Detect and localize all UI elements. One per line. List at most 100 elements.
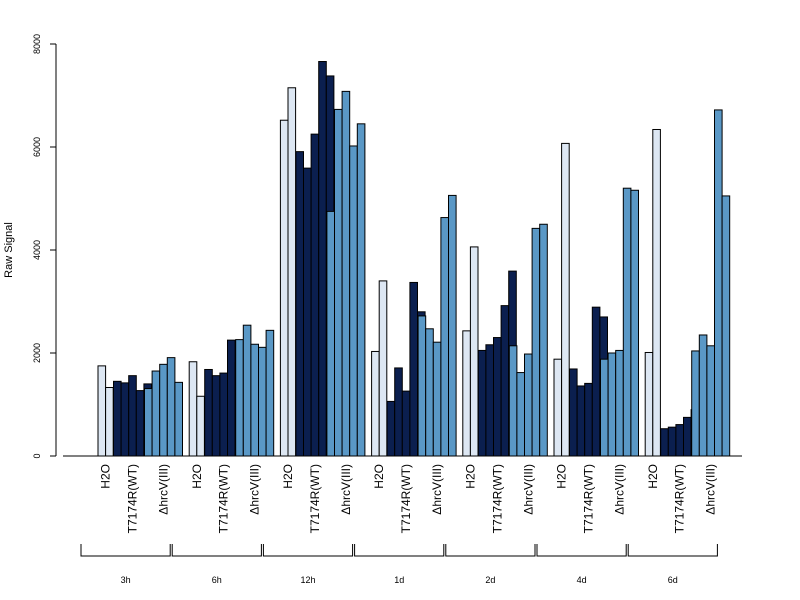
condition-label: T7174R(WT) [673,464,687,533]
bar [174,381,183,457]
bar [409,281,418,457]
bar [622,187,632,457]
bar [553,358,563,457]
bar [401,390,411,457]
bar [310,133,320,457]
bar [349,145,358,457]
condition-label: ΔhrcV(III) [704,464,718,515]
bar [341,90,351,457]
bar [539,223,548,457]
time-label: 6d [668,575,678,585]
bar [242,324,252,457]
bar [576,385,586,457]
bar [97,365,107,457]
condition-label: T7174R(WT) [399,464,413,533]
bar [219,372,228,457]
bar [432,341,442,457]
bar [318,61,327,457]
time-bracket [80,544,171,557]
condition-label: H2O [555,464,569,489]
bar [721,195,731,457]
y-axis: 0 2000 4000 6000 8000 [32,34,57,459]
condition-label: ΔhrcV(III) [157,464,171,515]
bar [584,382,593,457]
bar [386,400,396,457]
bar [469,246,479,457]
bar [440,217,449,457]
bar [235,339,244,457]
bar [159,363,168,457]
bar [683,416,692,457]
bar [144,388,153,457]
bar [714,109,723,457]
bar [120,382,130,457]
bar [265,329,275,457]
bar [500,305,510,457]
bar [105,387,114,457]
bar [417,315,427,457]
y-axis-label: Raw Signal [3,222,15,278]
bar [326,210,335,457]
y-tick-label: 0 [32,453,42,458]
bar [691,350,700,457]
bar [151,370,161,457]
condition-label: T7174R(WT) [582,464,596,533]
bar [135,390,145,457]
bar [295,151,304,457]
bar [128,375,137,457]
time-bracket [445,544,536,557]
bar [508,345,518,457]
bar [211,375,221,457]
condition-label: T7174R(WT) [217,464,231,533]
bar [706,345,716,457]
condition-label: ΔhrcV(III) [613,464,627,515]
condition-label: T7174R(WT) [490,464,504,533]
condition-label: ΔhrcV(III) [339,464,353,515]
time-label: 1d [394,575,404,585]
time-label: 3h [121,575,131,585]
bar [493,337,502,457]
bar [516,372,526,457]
time-bracket [627,544,718,557]
bar [675,424,685,457]
bar [569,368,578,457]
bar [667,426,677,457]
time-label: 12h [300,575,315,585]
bar [303,167,312,457]
bar [188,361,198,457]
bar [600,358,609,457]
bar [394,367,403,457]
condition-label: H2O [463,464,477,489]
bar [196,395,205,457]
bar [334,108,343,457]
y-tick-label: 2000 [32,343,42,363]
bar [227,339,236,457]
bar [250,343,259,457]
bar [561,142,570,457]
bar [287,87,297,457]
bar [698,334,708,457]
condition-label: T7174R(WT) [126,464,140,533]
bar [660,428,669,457]
y-tick-label: 6000 [32,137,42,157]
y-tick-label: 4000 [32,240,42,260]
time-bracket [536,544,627,557]
bar [204,368,213,457]
condition-labels: H2O T7174R(WT) ΔhrcV(III) H2O T7174R(WT) Δhrc… [99,464,718,533]
bar [630,189,640,457]
bar [425,328,434,457]
bar [524,353,533,457]
bar [607,352,617,457]
bar [166,357,176,457]
bar [615,349,624,457]
condition-label: ΔhrcV(III) [248,464,262,515]
condition-label: T7174R(WT) [308,464,322,533]
bar [652,128,661,457]
bar [448,194,457,457]
bars [97,61,731,457]
condition-label: ΔhrcV(III) [521,464,535,515]
time-label: 6h [212,575,222,585]
bar [378,280,388,457]
condition-label: H2O [190,464,204,489]
